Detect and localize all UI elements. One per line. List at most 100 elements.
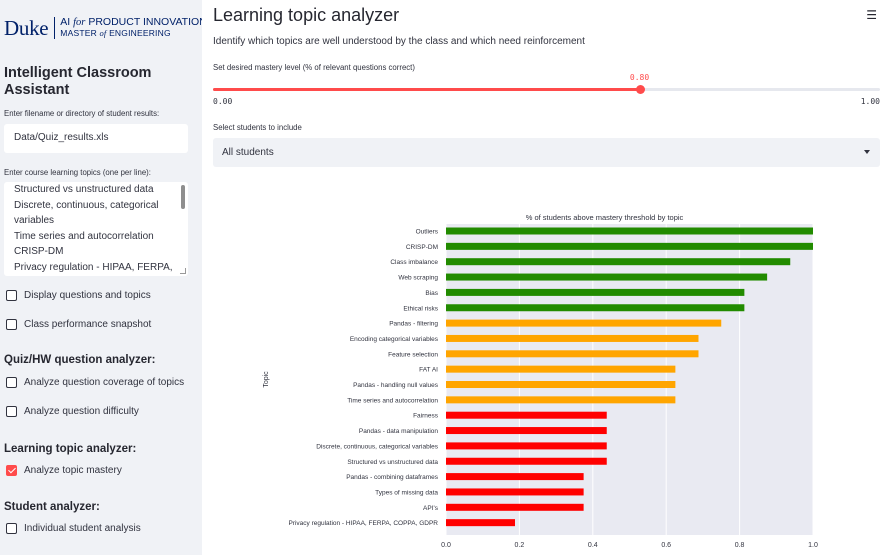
y-tick-label: Encoding categorical variables <box>350 336 439 343</box>
logo-engineering: ENGINEERING <box>109 28 171 38</box>
y-axis-label: Topic <box>263 371 270 388</box>
bar <box>446 258 791 266</box>
plot-area <box>446 224 813 535</box>
x-tick-label: 0.6 <box>661 542 671 549</box>
bar <box>446 503 584 511</box>
question-difficulty-checkbox[interactable]: Analyze question difficulty <box>6 404 139 418</box>
mastery-slider-thumb[interactable] <box>635 85 645 94</box>
select-value: All students <box>222 147 274 158</box>
logo-for: for <box>73 17 86 28</box>
slider-min-label: 0.00 <box>213 97 233 106</box>
y-tick-label: CRISP-DM <box>406 244 438 251</box>
topics-line: variables <box>14 215 55 226</box>
x-tick-label: 0.4 <box>588 542 598 549</box>
logo-of: of <box>99 28 107 38</box>
checkbox-label: Class performance snapshot <box>24 318 152 330</box>
topics-line: Discrete, continuous, categorical <box>14 199 159 211</box>
bar <box>446 304 745 312</box>
logo-product: PRODUCT INNOVATION <box>88 16 202 28</box>
bar <box>446 319 722 327</box>
y-tick-label: Types of missing data <box>375 489 438 496</box>
logo-program-text: AI for PRODUCT INNOVATION MASTER of ENGI… <box>60 17 202 39</box>
bar <box>446 365 676 373</box>
bar <box>446 427 607 435</box>
chevron-down-icon[interactable] <box>864 150 870 154</box>
y-tick-label: Structured vs unstructured data <box>347 459 438 466</box>
bar <box>446 334 699 342</box>
topics-textarea[interactable]: Structured vs unstructured data Discrete… <box>4 182 188 276</box>
logo-duke-text: Duke <box>4 15 49 40</box>
y-tick-label: Outliers <box>416 229 439 236</box>
main-content: Learning topic analyzer ☰ Identify which… <box>202 0 886 555</box>
topics-line: Privacy regulation - HIPAA, FERPA, <box>14 261 173 273</box>
bar <box>446 519 515 527</box>
select-label: Select students to include <box>213 123 302 132</box>
chart-svg: 0.0 0.2 0.4 0.6 0.8 1.0 Outliers CRISP-DM Class … <box>263 213 818 549</box>
bar <box>446 396 676 404</box>
checkbox-label: Display questions and topics <box>24 289 151 301</box>
y-tick-label: Fairness <box>413 413 439 420</box>
checkbox-icon[interactable] <box>6 405 17 417</box>
y-tick-label: Bias <box>425 290 438 297</box>
bar <box>446 288 745 296</box>
checkbox-icon[interactable] <box>6 376 17 388</box>
topics-line: CRISP-DM <box>14 246 64 257</box>
y-tick-label: Discrete, continuous, categorical variab… <box>316 443 439 450</box>
slider-value-label: 0.80 <box>629 73 650 82</box>
checkbox-checked-icon[interactable] <box>6 464 17 476</box>
x-tick-label: 1.0 <box>808 542 818 549</box>
bar <box>446 442 607 450</box>
bar <box>446 488 584 496</box>
checkbox-icon[interactable] <box>6 318 17 330</box>
y-tick-label: Class imbalance <box>390 259 438 266</box>
section-heading-student: Student analyzer: <box>4 501 100 513</box>
y-tick-label: Pandas - filtering <box>389 321 438 328</box>
individual-student-checkbox[interactable]: Individual student analysis <box>6 521 141 535</box>
students-select[interactable]: All students <box>213 138 880 167</box>
topic-mastery-checkbox[interactable]: Analyze topic mastery <box>6 463 122 477</box>
mastery-slider-fill[interactable] <box>213 88 640 91</box>
slider-max-label: 1.00 <box>860 97 880 106</box>
hamburger-icon[interactable]: ☰ <box>866 8 877 22</box>
y-tick-label: API's <box>423 505 439 512</box>
y-tick-label: Feature selection <box>388 351 438 358</box>
bar <box>446 227 813 235</box>
section-heading-quiz-hw: Quiz/HW question analyzer: <box>4 354 156 366</box>
app-title: Intelligent Classroom Assistant <box>4 65 152 98</box>
y-tick-label: Time series and autocorrelation <box>347 397 438 404</box>
page-title: Learning topic analyzer <box>213 5 400 25</box>
filename-input[interactable]: Data/Quiz_results.xls <box>4 124 188 153</box>
bar <box>446 381 676 388</box>
sidebar: Duke AI for PRODUCT INNOVATION MASTER of… <box>0 0 202 555</box>
checkbox-icon[interactable] <box>6 289 17 301</box>
duke-logo: Duke AI for PRODUCT INNOVATION MASTER of… <box>4 14 202 42</box>
display-questions-checkbox[interactable]: Display questions and topics <box>6 288 151 302</box>
logo-divider <box>54 17 56 39</box>
x-tick-label: 0.0 <box>441 542 451 549</box>
y-tick-label: Pandas - handling null values <box>353 382 439 389</box>
topic-mastery-chart: 0.0 0.2 0.4 0.6 0.8 1.0 Outliers CRISP-DM Class … <box>202 205 886 555</box>
bar <box>446 350 699 358</box>
textarea-scrollbar[interactable] <box>181 185 185 209</box>
class-snapshot-checkbox[interactable]: Class performance snapshot <box>6 317 151 331</box>
y-tick-label: Privacy regulation - HIPAA, FERPA, COPPA… <box>288 520 438 527</box>
checkbox-icon[interactable] <box>6 522 17 534</box>
y-tick-label: Web scraping <box>398 275 438 282</box>
slider-label: Set desired mastery level (% of relevant… <box>213 63 415 72</box>
bar <box>446 273 768 281</box>
textarea-resize-icon[interactable] <box>180 268 186 274</box>
bar <box>446 242 813 250</box>
y-tick-label: Pandas - data manipulation <box>359 428 439 435</box>
section-heading-learning-topic: Learning topic analyzer: <box>4 443 137 455</box>
question-coverage-checkbox[interactable]: Analyze question coverage of topics <box>6 375 184 389</box>
logo-master: MASTER <box>60 28 97 38</box>
chart-title: % of students above mastery threshold by… <box>526 213 684 222</box>
bar <box>446 457 607 465</box>
checkbox-label: Individual student analysis <box>24 522 141 534</box>
filename-label: Enter filename or directory of student r… <box>4 109 160 118</box>
y-tick-label: Ethical risks <box>403 305 438 312</box>
page-subtitle: Identify which topics are well understoo… <box>213 36 585 47</box>
bar <box>446 411 607 419</box>
logo-ai: AI <box>60 16 71 28</box>
checkbox-label: Analyze question difficulty <box>24 405 139 417</box>
